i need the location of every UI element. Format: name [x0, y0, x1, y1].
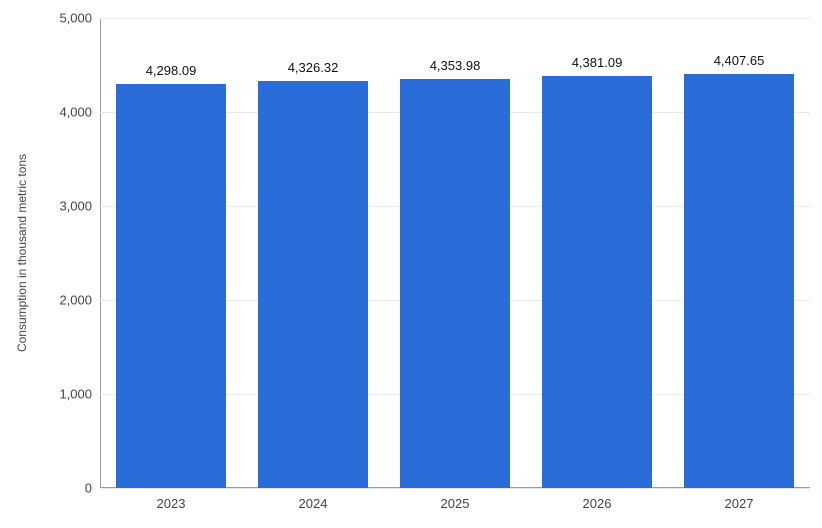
y-tick-label: 4,000 [59, 105, 100, 120]
bar-value-label: 4,298.09 [146, 63, 197, 78]
bar [116, 84, 227, 488]
x-tick-label: 2027 [725, 488, 754, 511]
y-tick-label: 5,000 [59, 11, 100, 26]
x-tick-label: 2025 [441, 488, 470, 511]
bar-value-label: 4,381.09 [572, 55, 623, 70]
bar [400, 79, 511, 488]
x-tick-label: 2026 [583, 488, 612, 511]
gridline [100, 18, 810, 19]
bar-value-label: 4,326.32 [288, 60, 339, 75]
bar [542, 76, 653, 488]
bar-value-label: 4,353.98 [430, 58, 481, 73]
y-axis-label: Consumption in thousand metric tons [15, 154, 29, 352]
bar [684, 74, 795, 488]
y-tick-label: 0 [85, 481, 100, 496]
y-tick-label: 3,000 [59, 199, 100, 214]
plot-area: 01,0002,0003,0004,0005,0004,298.0920234,… [100, 18, 810, 488]
bar [258, 81, 369, 488]
bar-value-label: 4,407.65 [714, 53, 765, 68]
x-tick-label: 2023 [157, 488, 186, 511]
x-tick-label: 2024 [299, 488, 328, 511]
y-tick-label: 1,000 [59, 387, 100, 402]
y-tick-label: 2,000 [59, 293, 100, 308]
y-axis-line [100, 18, 101, 488]
bar-chart: 0 1,000 2,000 3,000 4,000 5,000 4,298.09 2023 4,… [0, 0, 822, 528]
